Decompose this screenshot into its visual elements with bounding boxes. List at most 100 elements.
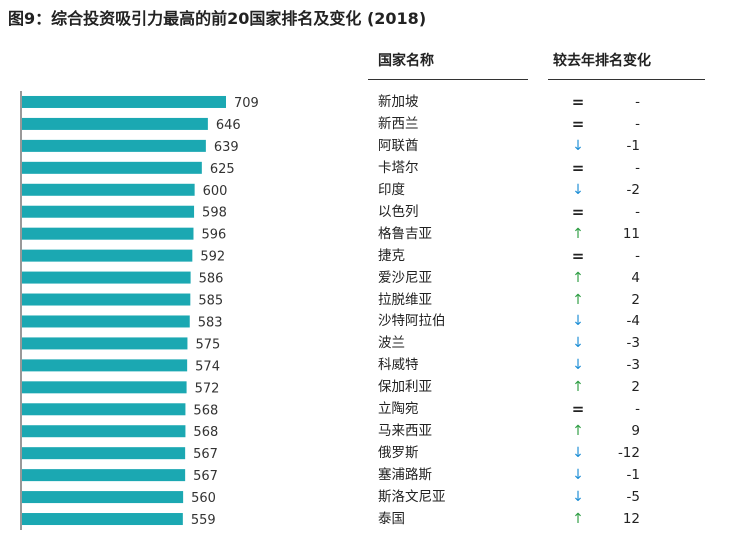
- bar-value-label: 567: [193, 469, 218, 484]
- bar-value-label: 592: [200, 250, 225, 265]
- bar-value-label: 646: [216, 118, 241, 133]
- country-label: 印度: [378, 181, 405, 198]
- rank-change-value: 2: [631, 291, 640, 308]
- rank-change-value: -3: [626, 357, 640, 374]
- country-label: 波兰: [378, 335, 405, 352]
- country-label: 塞浦路斯: [378, 467, 432, 484]
- country-label: 捷克: [378, 247, 405, 264]
- rank-change-value: 2: [631, 379, 640, 396]
- bar-value-label: 625: [210, 162, 235, 177]
- bar-value-label: 600: [203, 184, 228, 199]
- country-column-header: 国家名称: [378, 53, 434, 69]
- country-label: 泰国: [378, 511, 405, 528]
- bar-value-label: 585: [198, 294, 223, 309]
- arrow-up-icon: ↑: [572, 511, 584, 528]
- bar: [22, 95, 226, 108]
- rank-change-value: -1: [626, 137, 640, 154]
- bar: [22, 469, 186, 482]
- bar: [22, 381, 187, 394]
- rank-change-value: -: [635, 401, 640, 418]
- rank-change-value: -: [635, 93, 640, 110]
- country-label: 俄罗斯: [378, 445, 419, 462]
- rank-change-value: -2: [626, 181, 640, 198]
- arrow-down-icon: ↓: [572, 137, 584, 154]
- bar-value-label: 586: [199, 272, 224, 287]
- bar-value-label: 598: [202, 206, 227, 221]
- bar: [22, 117, 208, 130]
- country-label: 卡塔尔: [378, 159, 419, 176]
- arrow-up-icon: ↑: [572, 269, 584, 286]
- country-label: 立陶宛: [378, 401, 419, 418]
- equal-icon: =: [571, 202, 585, 221]
- arrow-up-icon: ↑: [572, 423, 584, 440]
- rank-change-value: 4: [631, 269, 640, 286]
- change-column-header: 较去年排名变化: [553, 53, 651, 69]
- arrow-down-icon: ↓: [572, 181, 584, 198]
- bar: [22, 205, 195, 218]
- rank-change-value: -: [635, 159, 640, 176]
- rank-change-value: 11: [622, 225, 640, 242]
- arrow-down-icon: ↓: [572, 313, 584, 330]
- bar-value-label: 709: [234, 96, 259, 111]
- rank-change-value: -: [635, 247, 640, 264]
- country-label: 保加利亚: [378, 379, 432, 396]
- rank-change-value: 9: [631, 423, 640, 440]
- equal-icon: =: [571, 246, 585, 265]
- bar-value-label: 575: [195, 337, 220, 352]
- bar: [22, 403, 186, 416]
- bar: [22, 315, 190, 328]
- country-label: 新加坡: [378, 93, 419, 110]
- bar: [22, 227, 194, 240]
- rank-change-value: -5: [626, 489, 640, 506]
- bar: [22, 293, 191, 306]
- bar: [22, 513, 183, 526]
- arrow-up-icon: ↑: [572, 225, 584, 242]
- country-label: 斯洛文尼亚: [378, 489, 446, 506]
- bar: [22, 447, 186, 460]
- arrow-up-icon: ↑: [572, 291, 584, 308]
- bar: [22, 161, 202, 174]
- rank-change-value: -: [635, 203, 640, 220]
- chart-title: 图9：综合投资吸引力最高的前20国家排名及变化 (2018): [8, 9, 427, 28]
- country-label: 新西兰: [378, 115, 419, 132]
- bar-value-label: 572: [195, 381, 220, 396]
- country-label: 爱沙尼亚: [378, 269, 432, 286]
- bar: [22, 249, 193, 262]
- equal-icon: =: [571, 114, 585, 133]
- bar: [22, 425, 186, 438]
- arrow-down-icon: ↓: [572, 489, 584, 506]
- bar-value-label: 574: [195, 359, 220, 374]
- arrow-down-icon: ↓: [572, 335, 584, 352]
- bar-value-label: 568: [193, 425, 218, 440]
- arrow-down-icon: ↓: [572, 467, 584, 484]
- bar: [22, 139, 206, 152]
- country-label: 格鲁吉亚: [378, 225, 432, 242]
- equal-icon: =: [571, 158, 585, 177]
- bar: [22, 271, 191, 284]
- country-label: 拉脱维亚: [378, 291, 432, 308]
- equal-icon: =: [571, 400, 585, 419]
- arrow-down-icon: ↓: [572, 357, 584, 374]
- bar: [22, 337, 188, 350]
- rank-change-value: 12: [622, 511, 640, 528]
- arrow-up-icon: ↑: [572, 379, 584, 396]
- country-label: 马来西亚: [378, 423, 432, 440]
- rank-change-value: -12: [617, 445, 640, 462]
- country-header-underline: [368, 79, 528, 80]
- equal-icon: =: [571, 92, 585, 111]
- bar-value-label: 639: [214, 140, 239, 155]
- bar: [22, 491, 184, 504]
- country-label: 科威特: [378, 357, 419, 374]
- arrow-down-icon: ↓: [572, 445, 584, 462]
- rank-change-value: -3: [626, 335, 640, 352]
- country-label: 阿联酋: [378, 137, 419, 154]
- rank-change-value: -1: [626, 467, 640, 484]
- rank-change-value: -4: [626, 313, 640, 330]
- bar-value-label: 583: [198, 315, 223, 330]
- bar-value-label: 568: [193, 403, 218, 418]
- bar: [22, 359, 188, 372]
- country-label: 以色列: [378, 203, 419, 220]
- country-label: 沙特阿拉伯: [378, 313, 446, 330]
- bar-value-label: 567: [193, 447, 218, 462]
- bar: [22, 183, 195, 196]
